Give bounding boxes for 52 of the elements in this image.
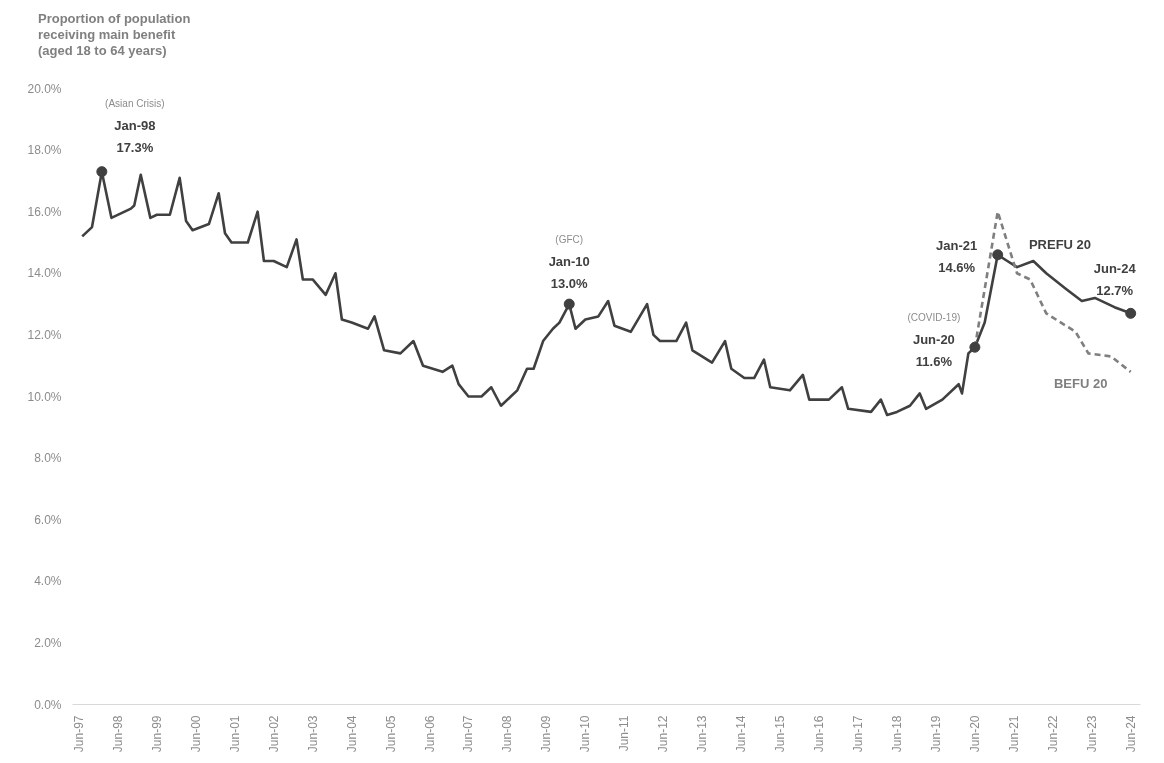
x-tick-label: Jun-12 (656, 715, 671, 753)
y-tick-label: 8.0% (34, 451, 62, 466)
point (1125, 307, 1137, 319)
x-tick-label: Jun-21 (1006, 715, 1021, 753)
annotation: Jun-24 12.7% (1093, 260, 1137, 298)
point (563, 298, 575, 310)
annotation: Jan-21 14.6% (936, 238, 978, 276)
x-tick-label: Jun-99 (149, 715, 164, 753)
x-tick-label: Jun-98 (110, 715, 125, 753)
point (96, 166, 108, 178)
annotation: (GFC) Jan-10 13.0% (548, 233, 590, 291)
x-tick-label: Jun-02 (266, 715, 281, 753)
y-tick-label: 10.0% (27, 389, 62, 404)
x-tick-label: Jun-08 (500, 715, 515, 753)
x-tick-label: Jun-97 (72, 715, 87, 753)
y-tick-label: 14.0% (27, 266, 62, 281)
x-tick-label: Jun-20 (967, 715, 982, 753)
x-tick-label: Jun-14 (734, 715, 749, 753)
y-tick-label: 12.0% (27, 327, 62, 342)
annotation: (Asian Crisis) Jan-98 17.3% (105, 98, 165, 156)
x-tick-label: Jun-10 (578, 715, 593, 753)
x-tick-label: Jun-16 (812, 715, 827, 753)
y-tick-label: 0.0% (34, 697, 62, 712)
x-tick-label: Jun-23 (1084, 715, 1099, 753)
y-axis-title: Proportion of population receiving main benefit (aged 18 to 64 years) (38, 11, 191, 59)
x-tick-label: Jun-07 (461, 715, 476, 753)
x-tick-label: Jun-11 (617, 715, 632, 752)
x-tick-label: Jun-01 (227, 715, 242, 753)
y-tick-label: 2.0% (34, 635, 62, 650)
x-tick-label: Jun-03 (305, 715, 320, 753)
x-tick-label: Jun-09 (539, 715, 554, 753)
x-tick-label: Jun-15 (773, 715, 788, 753)
x-tick-label: Jun-18 (889, 715, 904, 753)
y-tick-label: 20.0% (27, 81, 62, 96)
x-tick-label: Jun-13 (695, 715, 710, 753)
y-tick-label: 6.0% (34, 512, 62, 527)
x-tick-label: Jun-19 (928, 715, 943, 753)
x-tick-label: Jun-04 (344, 715, 359, 753)
series-label: BEFU 20 (1053, 376, 1108, 392)
annotation: (COVID-19) Jun-20 11.6% (907, 311, 961, 369)
annotation: PREFU 20 (1028, 236, 1092, 252)
x-tick-label: Jun-06 (422, 715, 437, 753)
point (992, 249, 1004, 261)
x-tick-label: Jun-22 (1045, 715, 1060, 753)
y-tick-label: 4.0% (34, 574, 62, 589)
x-tick-label: Jun-05 (383, 715, 398, 753)
y-tick-label: 18.0% (27, 143, 62, 158)
y-tick-label: 16.0% (27, 204, 62, 219)
x-tick-label: Jun-00 (188, 715, 203, 753)
point (969, 341, 981, 353)
x-tick-label: Jun-24 (1123, 715, 1138, 753)
x-tick-label: Jun-17 (851, 715, 866, 753)
